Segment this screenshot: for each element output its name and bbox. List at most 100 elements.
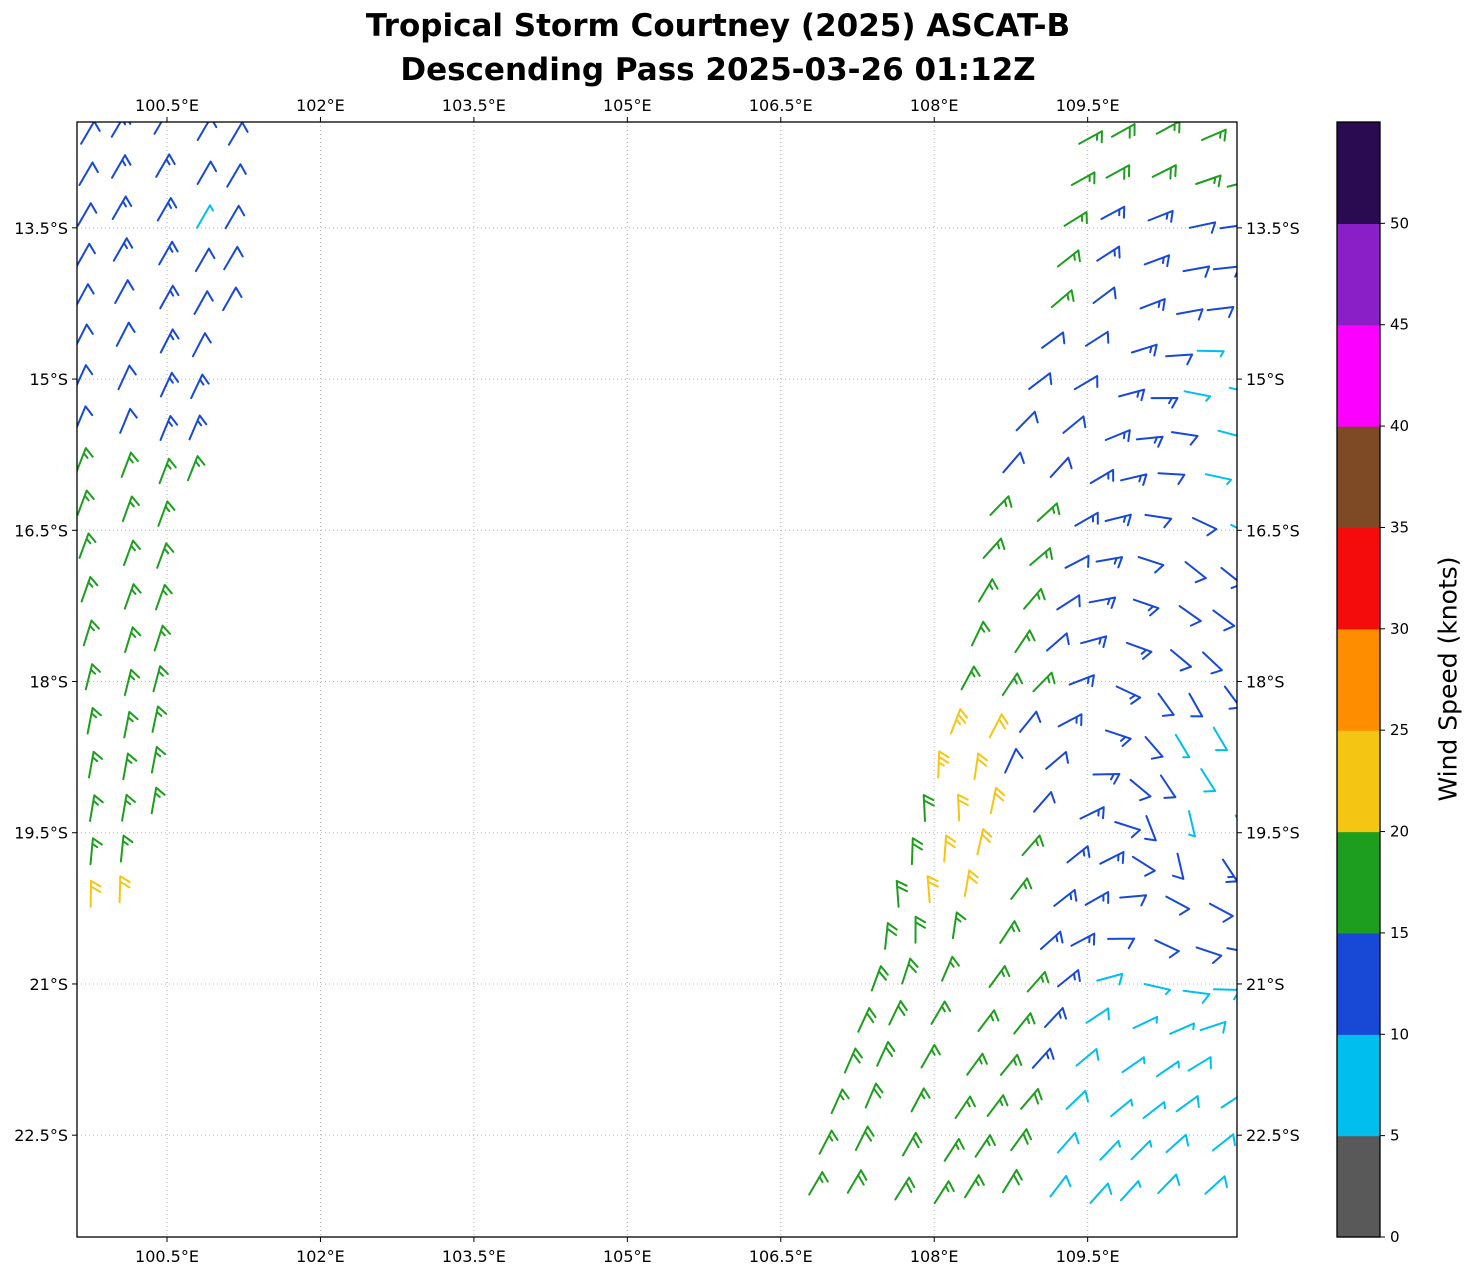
wind-barb xyxy=(1130,343,1158,357)
colorbar-tick-label: 50 xyxy=(1390,214,1409,232)
y-tick-label-right: 13.5°S xyxy=(1246,219,1300,238)
plot-border xyxy=(76,121,1238,1238)
wind-barb xyxy=(151,705,168,733)
wind-barb xyxy=(1028,372,1053,390)
colorbar-segment xyxy=(1337,426,1380,529)
wind-barb xyxy=(1165,1133,1190,1154)
wind-barb xyxy=(1187,1056,1212,1072)
wind-barb xyxy=(1066,845,1091,864)
wind-barb xyxy=(77,489,95,516)
wind-barb xyxy=(1089,468,1115,485)
wind-barb xyxy=(976,828,993,856)
wind-barb xyxy=(123,583,142,610)
wind-barb xyxy=(1014,629,1036,654)
wind-barb xyxy=(1057,713,1083,728)
wind-barb xyxy=(910,837,924,866)
wind-barb xyxy=(1157,692,1175,717)
wind-barb xyxy=(1184,561,1207,584)
wind-barb xyxy=(1056,1132,1080,1154)
wind-barb xyxy=(973,752,988,781)
x-tick-label-top: 100.5°E xyxy=(135,96,199,115)
wind-barb xyxy=(1031,1047,1055,1069)
wind-barb xyxy=(88,750,103,779)
wind-barb xyxy=(1115,685,1142,705)
wind-barb xyxy=(1183,390,1212,402)
wind-barb xyxy=(117,364,137,391)
wind-barb xyxy=(1220,1096,1237,1109)
wind-barb xyxy=(1074,511,1099,527)
wind-barb xyxy=(864,1082,884,1109)
wind-barb xyxy=(943,834,957,863)
wind-barb xyxy=(1070,932,1096,947)
colorbar: 0 5 10 15 20 25 30 35 40 45 50 xyxy=(1336,121,1409,1246)
wind-barb xyxy=(999,1053,1023,1076)
wind-barb xyxy=(988,965,1011,988)
wind-barb xyxy=(1132,1015,1159,1030)
wind-barb xyxy=(1121,1056,1146,1074)
wind-barb xyxy=(1159,774,1177,799)
x-tick-label-bottom: 106.5°E xyxy=(749,1247,813,1264)
wind-barb xyxy=(1151,164,1177,180)
wind-barb xyxy=(1178,605,1202,627)
wind-barb xyxy=(1144,513,1173,529)
wind-barb xyxy=(89,879,102,908)
colorbar-segment xyxy=(1337,1034,1380,1137)
wind-barb xyxy=(159,415,179,441)
wind-barb xyxy=(941,955,960,982)
wind-barb xyxy=(1212,726,1228,752)
wind-barb xyxy=(1002,1169,1023,1194)
wind-barb xyxy=(1220,566,1237,590)
y-tick-label-right: 16.5°S xyxy=(1246,521,1300,540)
wind-barb xyxy=(1129,778,1152,802)
wind-barb xyxy=(1143,254,1171,268)
colorbar-tick-label: 10 xyxy=(1390,1025,1409,1043)
colorbar-tick-label: 30 xyxy=(1390,620,1409,638)
x-tick-label-top: 109.5°E xyxy=(1056,96,1120,115)
y-tick-label-right: 22.5°S xyxy=(1246,1126,1300,1145)
wind-barb xyxy=(1073,375,1099,391)
wind-barb xyxy=(1132,598,1160,617)
wind-barb xyxy=(1147,209,1174,223)
wind-barb xyxy=(196,204,214,229)
wind-barb xyxy=(123,668,140,696)
wind-barb xyxy=(112,237,134,262)
wind-barb xyxy=(901,957,919,985)
wind-barb xyxy=(1157,1173,1181,1195)
wind-barb xyxy=(1096,972,1124,986)
wind-barb xyxy=(80,122,101,145)
wind-barb xyxy=(188,414,208,441)
wind-barb xyxy=(1099,851,1125,865)
wind-barb xyxy=(1004,747,1024,774)
wind-barb xyxy=(977,578,999,603)
x-tick-label-bottom: 100.5°E xyxy=(135,1247,199,1264)
wind-barb xyxy=(89,794,104,822)
wind-barb xyxy=(1157,472,1186,485)
wind-barb xyxy=(77,202,98,227)
gridlines xyxy=(77,122,1237,1237)
wind-barb xyxy=(1056,249,1081,268)
wind-barb xyxy=(1105,164,1131,180)
wind-barb xyxy=(77,323,94,347)
wind-barb xyxy=(1176,308,1204,321)
colorbar-segment xyxy=(1337,932,1380,1035)
x-tick-label-bottom: 103.5°E xyxy=(442,1247,506,1264)
wind-barb xyxy=(989,786,1006,815)
wind-barb xyxy=(876,1041,896,1067)
wind-barb xyxy=(121,495,140,522)
wind-barb xyxy=(1223,685,1237,710)
wind-barb xyxy=(937,750,950,779)
wind-barb xyxy=(152,665,169,693)
wind-barb xyxy=(1041,331,1066,349)
wind-barb xyxy=(1182,265,1211,278)
wind-barb xyxy=(1020,1088,1043,1110)
wind-barb xyxy=(1036,502,1061,522)
wind-barb xyxy=(1044,1007,1067,1028)
wind-barb xyxy=(933,1180,955,1205)
wind-barb xyxy=(118,875,131,904)
wind-barb xyxy=(153,624,171,652)
x-tick-label-top: 105°E xyxy=(603,96,652,115)
wind-barb xyxy=(1217,429,1237,437)
wind-barb xyxy=(870,965,889,992)
wind-barb xyxy=(1226,183,1237,188)
wind-barb xyxy=(884,922,898,950)
